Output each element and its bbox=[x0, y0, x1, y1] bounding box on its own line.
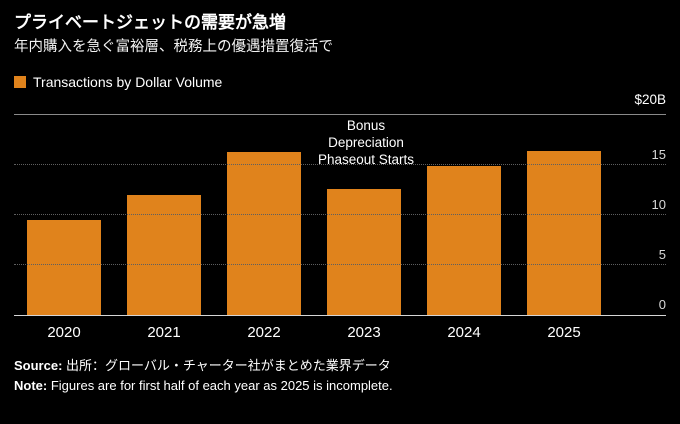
x-tick-label-2020: 2020 bbox=[47, 323, 81, 341]
plot-area: Bonus Depreciation Phaseout Starts 0 5 10 1… bbox=[14, 113, 666, 316]
page-subtitle: 年内購入を急ぐ富裕層、税務上の優遇措置復活で bbox=[14, 39, 333, 56]
legend-label: Transactions by Dollar Volume bbox=[33, 73, 223, 90]
source-text: 出所：グローバル・チャーター社がまとめた業界データ bbox=[66, 357, 391, 373]
bar-2024 bbox=[427, 165, 501, 315]
note-line: Note: Figures are for first half of each… bbox=[14, 376, 666, 396]
bar-column-2020 bbox=[14, 115, 114, 315]
legend-swatch-icon bbox=[14, 75, 26, 88]
bar-column-2024 bbox=[414, 115, 514, 315]
bar-chart: $20B Bonus Depreciation Phaseout Starts … bbox=[14, 92, 666, 341]
note-text: Figures are for first half of each year … bbox=[50, 378, 393, 394]
source-label: Source: bbox=[14, 357, 63, 373]
x-tick-label-2022: 2022 bbox=[247, 323, 281, 341]
gridline-15 bbox=[14, 163, 666, 165]
bar-2020 bbox=[27, 219, 101, 315]
bar-column-2025 bbox=[514, 115, 614, 315]
y-tick-label-10: 10 bbox=[651, 196, 666, 212]
x-tick-label-2023: 2023 bbox=[347, 323, 381, 341]
annotation-line: Bonus bbox=[346, 117, 386, 133]
y-tick-label-15: 15 bbox=[651, 146, 666, 162]
y-axis-top-label: $20B bbox=[634, 91, 666, 107]
page-title: プライベートジェットの需要が急増 bbox=[14, 13, 286, 32]
x-tick-label-2025: 2025 bbox=[547, 323, 581, 341]
x-tick-label-2021: 2021 bbox=[147, 323, 181, 341]
bar-column-2023 bbox=[314, 115, 414, 315]
bar-column-2021 bbox=[114, 115, 214, 315]
legend: Transactions by Dollar Volume bbox=[14, 74, 666, 90]
source-line: Source: 出所：グローバル・チャーター社がまとめた業界データ bbox=[14, 356, 666, 376]
bar-2023 bbox=[327, 188, 401, 315]
y-tick-label-5: 5 bbox=[658, 246, 666, 262]
y-tick-label-0: 0 bbox=[658, 296, 666, 312]
note-label: Note: bbox=[14, 378, 48, 394]
bars-container bbox=[14, 115, 614, 315]
annotation: Bonus Depreciation Phaseout Starts bbox=[318, 117, 414, 168]
gridline-10 bbox=[14, 213, 666, 215]
footer: Source: 出所：グローバル・チャーター社がまとめた業界データ Note: … bbox=[14, 356, 666, 396]
bar-2025 bbox=[527, 150, 601, 315]
x-tick-label-2024: 2024 bbox=[447, 323, 481, 341]
bar-2022 bbox=[227, 151, 301, 315]
annotation-line: Phaseout Starts bbox=[317, 151, 415, 167]
gridline-5 bbox=[14, 263, 666, 265]
bar-2021 bbox=[127, 194, 201, 315]
x-axis: 2020 2021 2022 2023 2024 2025 bbox=[14, 324, 614, 341]
bar-column-2022 bbox=[214, 115, 314, 315]
annotation-line: Depreciation bbox=[328, 134, 404, 150]
